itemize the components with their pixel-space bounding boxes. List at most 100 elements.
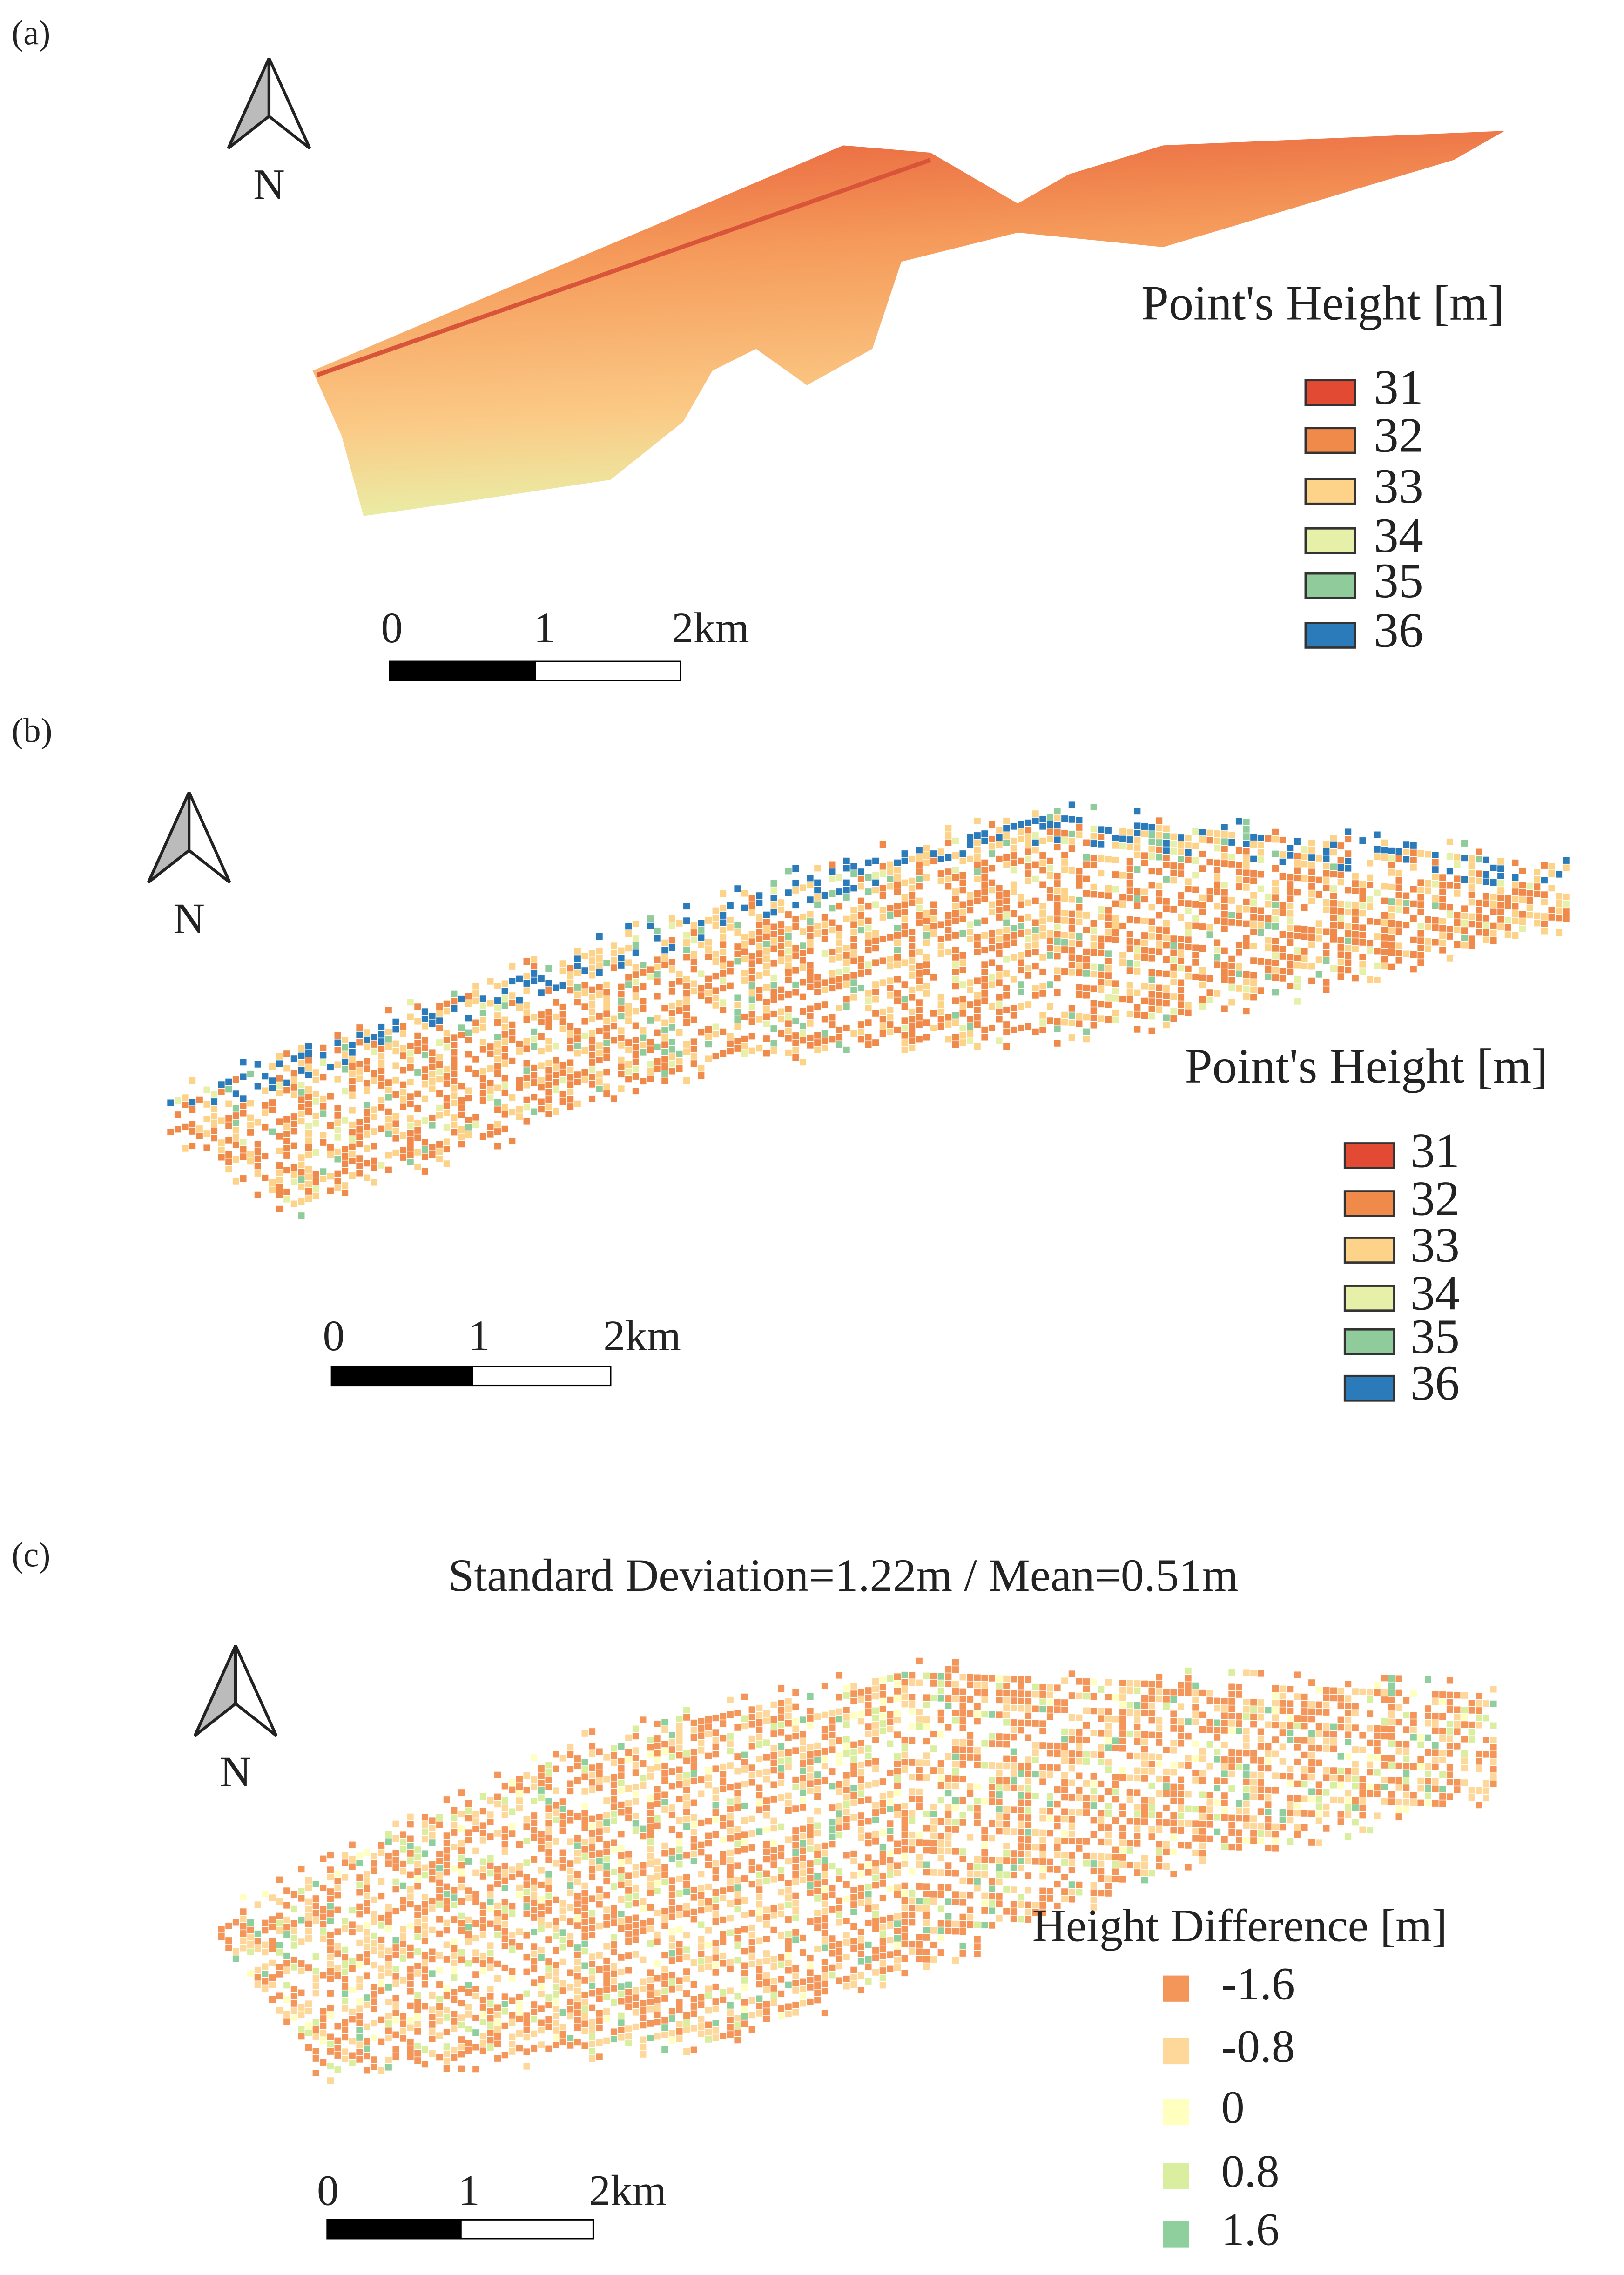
terrain-cell bbox=[363, 1160, 371, 1167]
terrain-cell bbox=[1308, 861, 1315, 868]
terrain-cell bbox=[792, 880, 799, 887]
terrain-cell bbox=[857, 1958, 864, 1965]
terrain-cell bbox=[879, 1684, 886, 1691]
terrain-cell bbox=[596, 962, 603, 969]
terrain-cell bbox=[952, 1898, 959, 1905]
terrain-cell bbox=[668, 1804, 675, 1811]
terrain-cell bbox=[443, 2014, 450, 2021]
terrain-cell bbox=[545, 1849, 552, 1856]
terrain-cell bbox=[654, 1043, 661, 1050]
terrain-cell bbox=[1163, 847, 1170, 854]
terrain-cell bbox=[545, 1067, 552, 1074]
terrain-cell bbox=[887, 1791, 894, 1798]
terrain-cell bbox=[1221, 882, 1228, 889]
terrain-cell bbox=[334, 1039, 341, 1046]
terrain-cell bbox=[1359, 837, 1366, 844]
terrain-cell bbox=[814, 981, 821, 988]
terrain-cell bbox=[770, 1905, 777, 1912]
terrain-cell bbox=[378, 1045, 385, 1052]
terrain-cell bbox=[1214, 954, 1221, 961]
terrain-cell bbox=[857, 1819, 864, 1826]
terrain-cell bbox=[240, 1059, 247, 1066]
terrain-cell bbox=[807, 1013, 814, 1020]
terrain-cell bbox=[501, 1082, 508, 1089]
terrain-cell bbox=[421, 1008, 428, 1015]
terrain-cell bbox=[981, 895, 988, 902]
terrain-cell bbox=[654, 1750, 661, 1757]
terrain-cell bbox=[741, 2020, 748, 2027]
terrain-cell bbox=[712, 1969, 719, 1976]
terrain-cell bbox=[632, 1820, 639, 1827]
terrain-cell bbox=[451, 1063, 458, 1070]
terrain-cell bbox=[1272, 865, 1279, 872]
terrain-cell bbox=[538, 1098, 545, 1105]
terrain-cell bbox=[1090, 1014, 1097, 1021]
terrain-cell bbox=[799, 1986, 807, 1992]
terrain-cell bbox=[385, 1955, 392, 1962]
terrain-cell bbox=[589, 1953, 596, 1960]
terrain-cell bbox=[945, 1869, 952, 1876]
terrain-cell bbox=[334, 2066, 341, 2073]
terrain-cell bbox=[443, 1891, 450, 1898]
terrain-cell bbox=[290, 1200, 297, 1207]
terrain-cell bbox=[596, 1814, 603, 1821]
terrain-cell bbox=[807, 1824, 814, 1831]
terrain-cell bbox=[1359, 881, 1366, 888]
terrain-cell bbox=[901, 1940, 908, 1947]
terrain-cell bbox=[327, 1187, 334, 1194]
terrain-cell bbox=[785, 940, 792, 947]
terrain-cell bbox=[865, 1832, 872, 1839]
terrain-cell bbox=[1221, 962, 1228, 969]
terrain-cell bbox=[509, 999, 516, 1006]
terrain-cell bbox=[879, 1952, 886, 1959]
terrain-cell bbox=[1126, 960, 1133, 967]
terrain-cell bbox=[225, 1158, 232, 1165]
terrain-cell bbox=[850, 1974, 857, 1981]
terrain-cell bbox=[516, 1870, 523, 1877]
terrain-cell bbox=[1272, 989, 1279, 996]
terrain-cell bbox=[1235, 963, 1243, 970]
terrain-cell bbox=[1199, 850, 1206, 858]
terrain-cell bbox=[523, 1874, 530, 1881]
terrain-cell bbox=[531, 2008, 538, 2015]
terrain-cell bbox=[1156, 824, 1163, 832]
terrain-cell bbox=[676, 1817, 683, 1824]
terrain-cell bbox=[872, 1707, 879, 1714]
terrain-cell bbox=[342, 1990, 349, 1997]
terrain-cell bbox=[349, 1921, 356, 1928]
terrain-cell bbox=[189, 1143, 196, 1150]
terrain-cell bbox=[1482, 915, 1489, 922]
terrain-cell bbox=[872, 1758, 879, 1765]
terrain-cell bbox=[632, 1936, 639, 1943]
terrain-cell bbox=[581, 967, 588, 974]
terrain-cell bbox=[509, 1975, 516, 1982]
terrain-cell bbox=[981, 947, 988, 954]
terrain-cell bbox=[988, 1907, 996, 1914]
terrain-cell bbox=[1388, 949, 1395, 956]
terrain-cell bbox=[1156, 868, 1163, 875]
terrain-cell bbox=[676, 1846, 683, 1853]
terrain-cell bbox=[1206, 931, 1213, 938]
terrain-cell bbox=[923, 1702, 930, 1709]
terrain-cell bbox=[785, 911, 792, 918]
terrain-cell bbox=[647, 922, 654, 929]
terrain-cell bbox=[640, 2044, 647, 2051]
terrain-cell bbox=[821, 979, 828, 986]
terrain-cell bbox=[509, 1830, 516, 1837]
terrain-cell bbox=[937, 994, 944, 1001]
terrain-cell bbox=[487, 2029, 494, 2036]
terrain-cell bbox=[778, 1867, 785, 1874]
terrain-cell bbox=[843, 1786, 850, 1793]
terrain-cell bbox=[792, 1849, 799, 1856]
terrain-cell bbox=[1148, 868, 1155, 875]
terrain-cell bbox=[400, 1045, 407, 1052]
terrain-cell bbox=[392, 1077, 399, 1084]
terrain-cell bbox=[327, 1939, 334, 1946]
terrain-cell bbox=[712, 1962, 719, 1969]
terrain-cell bbox=[254, 1148, 261, 1155]
terrain-cell bbox=[872, 1831, 879, 1838]
terrain-cell bbox=[349, 1085, 356, 1092]
terrain-cell bbox=[1272, 880, 1279, 887]
terrain-cell bbox=[458, 1912, 465, 1919]
terrain-cell bbox=[618, 1772, 625, 1779]
